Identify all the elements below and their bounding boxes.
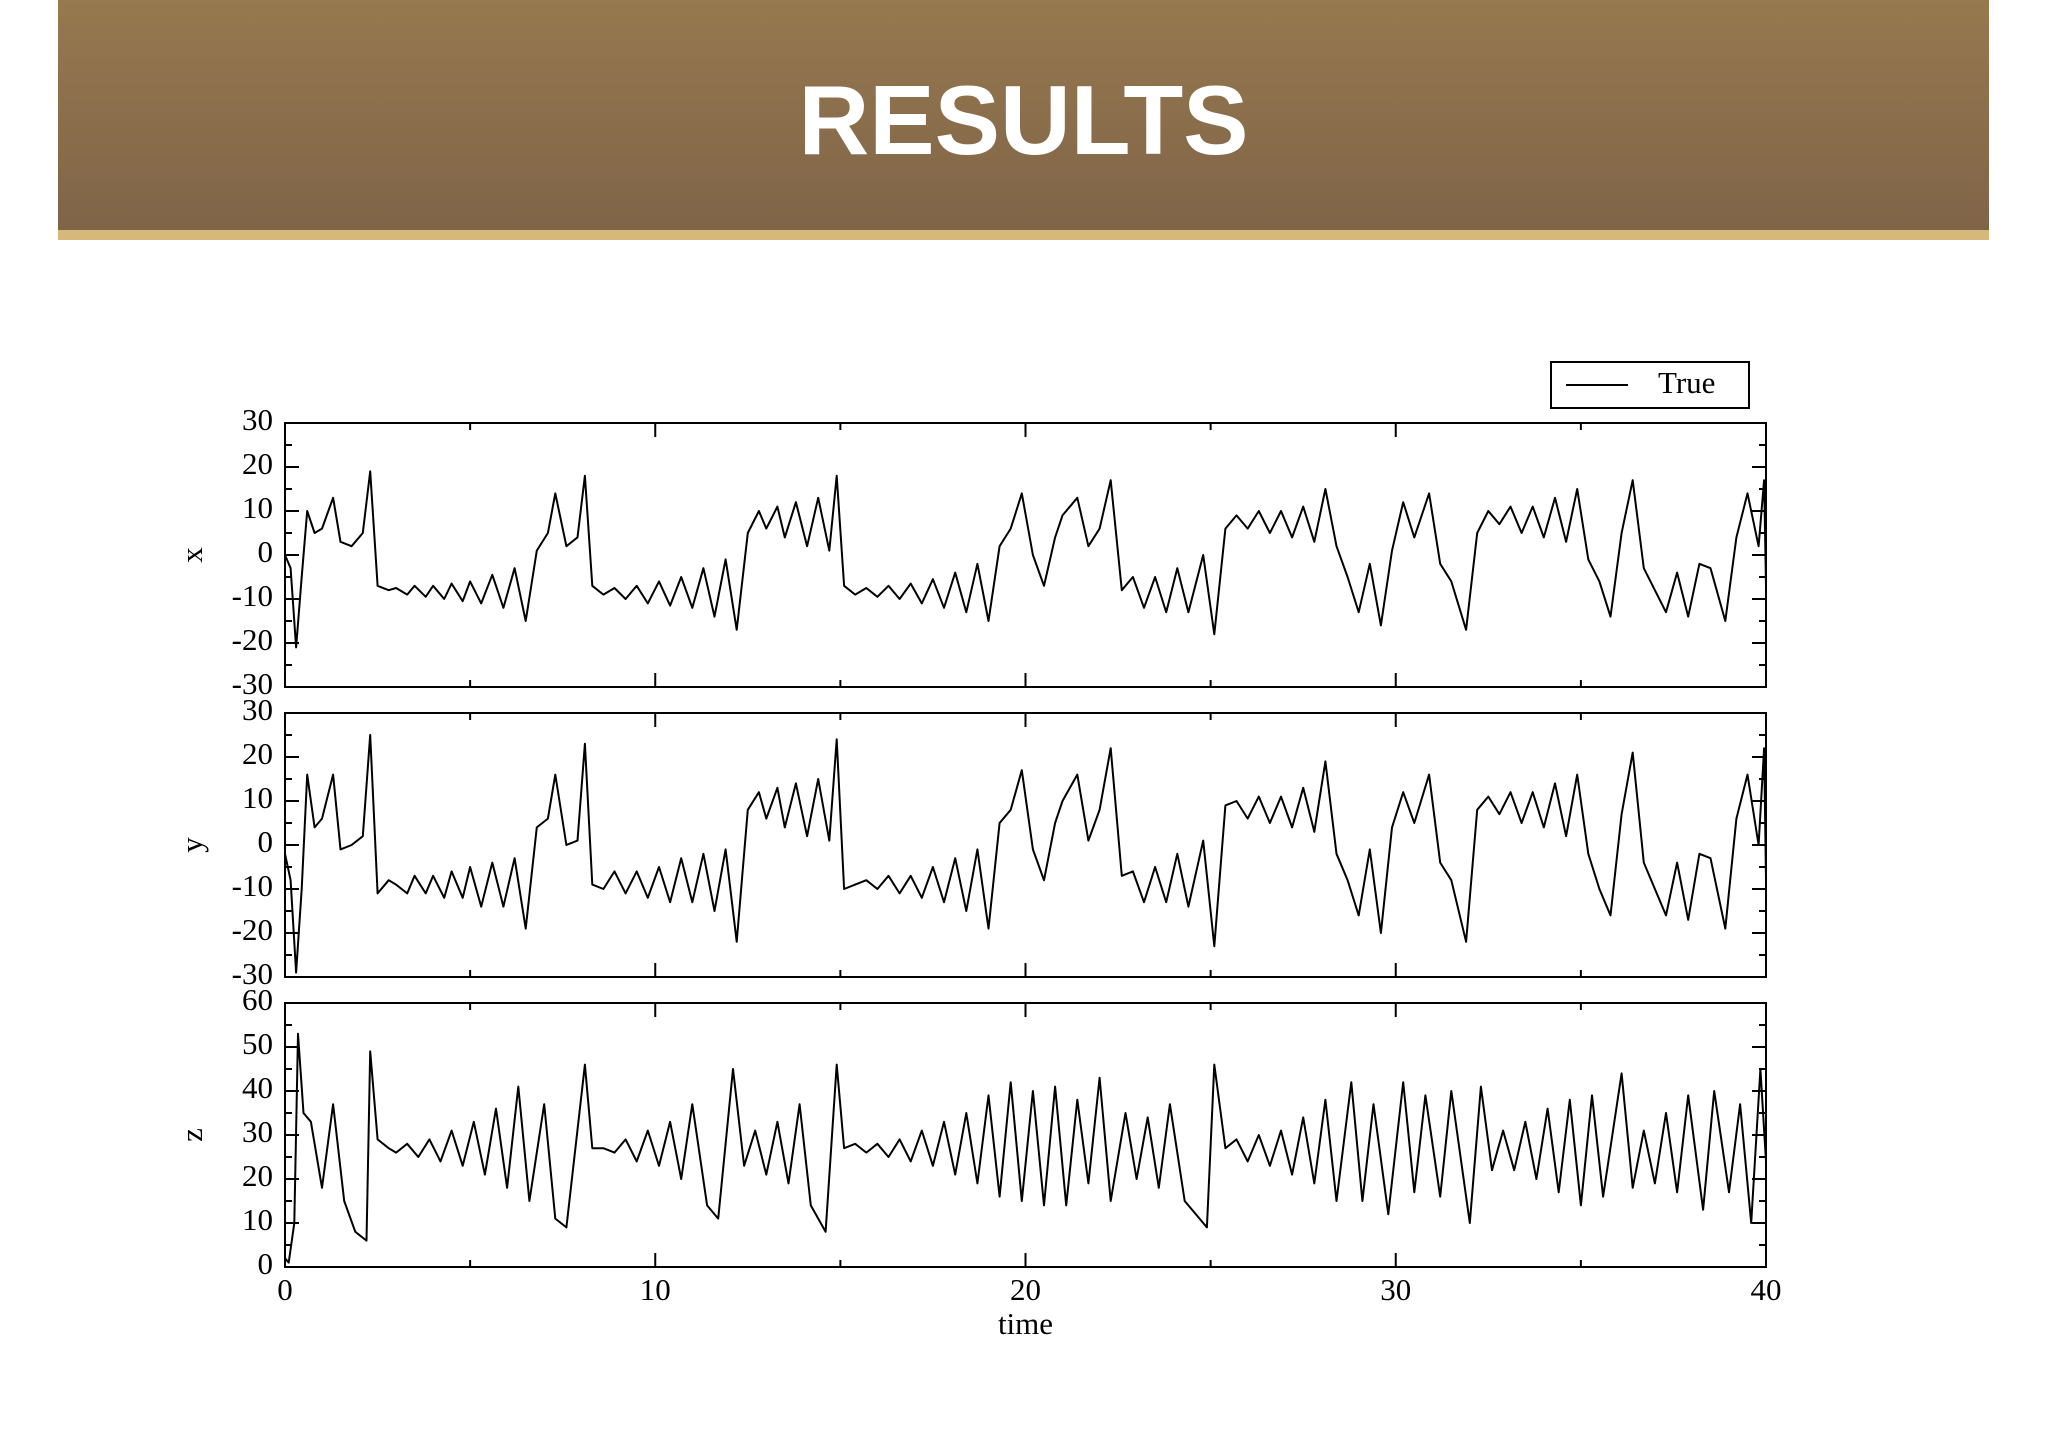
y-tick-label: -10 [232, 868, 273, 903]
y-tick-label: -20 [232, 622, 273, 657]
y-tick-label: 30 [242, 402, 273, 437]
header-stripe [58, 230, 1989, 240]
y-tick-label: 10 [242, 1202, 273, 1237]
x-tick-label: 20 [1010, 1272, 1041, 1307]
y-tick-label: 10 [242, 780, 273, 815]
data-line [284, 734, 1767, 974]
y-tick-label: 60 [242, 982, 273, 1017]
y-tick-label: -20 [232, 912, 273, 947]
y-tick-label: -10 [232, 578, 273, 613]
y-tick-label: 0 [258, 1246, 274, 1281]
data-line [284, 1032, 1767, 1264]
plot-frame [284, 422, 1767, 688]
legend-label: True [1658, 365, 1715, 400]
x-tick-label: 0 [277, 1272, 293, 1307]
y-axis-label: x [174, 547, 209, 563]
x-tick-label: 40 [1751, 1272, 1782, 1307]
y-tick-label: 20 [242, 736, 273, 771]
data-line [284, 470, 1767, 649]
y-tick-label: 20 [242, 446, 273, 481]
y-tick-label: 50 [242, 1026, 273, 1061]
slide-title: RESULTS [798, 65, 1249, 175]
y-tick-label: 0 [258, 824, 274, 859]
x-axis-label: time [998, 1306, 1053, 1341]
plot-frame [284, 712, 1767, 978]
y-tick-label: 30 [242, 1114, 273, 1149]
y-tick-label: 0 [258, 534, 274, 569]
y-tick-label: 30 [242, 692, 273, 727]
y-tick-label: -30 [232, 956, 273, 991]
x-tick-label: 30 [1380, 1272, 1411, 1307]
y-tick-label: -30 [232, 666, 273, 701]
x-tick-label: 10 [640, 1272, 671, 1307]
header-band [58, 0, 1989, 230]
y-axis-label: y [174, 837, 209, 853]
y-tick-label: 10 [242, 490, 273, 525]
y-tick-label: 40 [242, 1070, 273, 1105]
y-tick-label: 20 [242, 1158, 273, 1193]
y-axis-label: z [174, 1128, 209, 1142]
